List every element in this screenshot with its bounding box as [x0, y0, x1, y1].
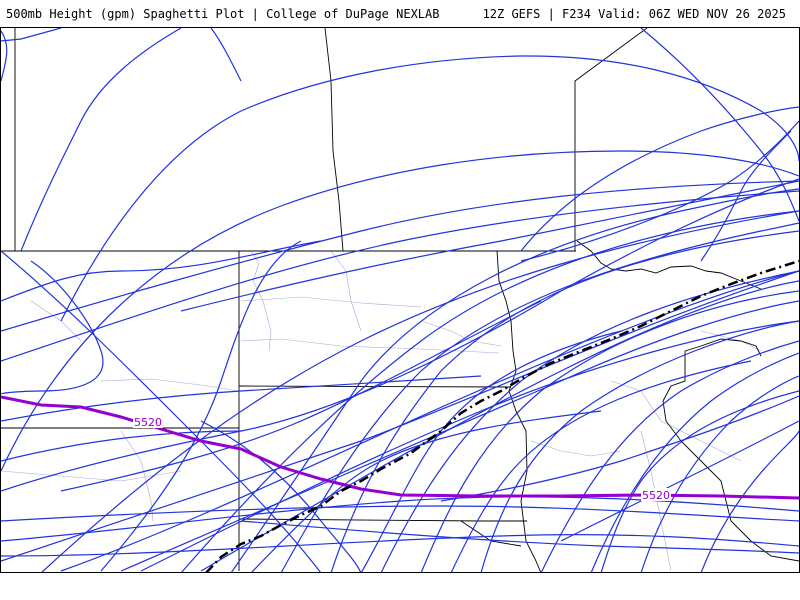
- run-info: 12Z GEFS | F234 Valid: 06Z WED NOV 26 20…: [482, 7, 786, 21]
- ensemble-member-lines: [1, 28, 799, 572]
- contour-label-west: 5520: [134, 416, 162, 429]
- contour-label-bg-west: [133, 415, 163, 428]
- contour-label-bg-east: [641, 488, 671, 501]
- plot-header: 500mb Height (gpm) Spaghetti Plot | Coll…: [0, 0, 800, 26]
- reference-contour-5520: [1, 395, 799, 500]
- map-panel: 5520 5520: [0, 27, 800, 573]
- spaghetti-map: 5520 5520: [1, 28, 799, 572]
- ensemble-mean-line: [205, 259, 799, 572]
- state-borders: [1, 28, 799, 572]
- plot-title: 500mb Height (gpm) Spaghetti Plot | Coll…: [6, 7, 440, 21]
- contour-label-east: 5520: [642, 489, 670, 502]
